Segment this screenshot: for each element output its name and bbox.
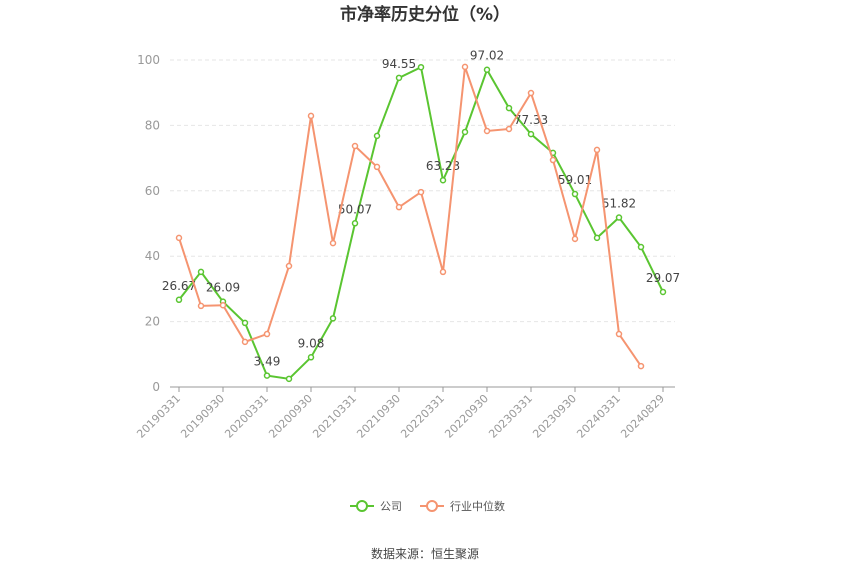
data-label: 94.55 (382, 57, 416, 71)
point (395, 74, 403, 82)
point (527, 130, 535, 138)
source: 数据来源：恒生聚源 (371, 546, 479, 561)
legend-label: 行业中位数 (450, 499, 505, 513)
data-label: 3.49 (254, 355, 281, 369)
y-tick-label: 80 (145, 118, 160, 132)
point (571, 235, 579, 243)
point (241, 338, 249, 346)
point (197, 268, 205, 276)
point (175, 234, 183, 242)
data-label: 50.07 (338, 202, 372, 216)
point (461, 63, 469, 71)
point (395, 203, 403, 211)
point (571, 190, 579, 198)
point (373, 163, 381, 171)
data-label: 29.07 (646, 271, 680, 285)
point (505, 125, 513, 133)
point (329, 315, 337, 322)
point (637, 243, 645, 251)
point (219, 302, 227, 309)
data-label: 63.23 (426, 159, 460, 173)
x-tick-label: 20220331 (398, 392, 447, 441)
point (549, 156, 557, 164)
x-tick-label: 20190930 (178, 392, 227, 441)
data-label: 59.01 (558, 173, 592, 187)
point (417, 188, 425, 196)
point (615, 214, 623, 221)
point (263, 330, 271, 338)
x-tick-label: 20240331 (574, 392, 623, 441)
point (307, 112, 315, 120)
x-tick-label: 20240829 (618, 392, 667, 441)
chart-title: 市净率历史分位（%） (340, 4, 510, 25)
data-label: 77.33 (514, 113, 548, 127)
data-label: 51.82 (602, 197, 636, 211)
point (593, 234, 601, 242)
point (351, 220, 359, 227)
point (417, 63, 425, 71)
y-tick-label: 40 (145, 249, 160, 263)
x-tick-label: 20190331 (134, 392, 183, 441)
point (263, 372, 271, 379)
point (615, 330, 623, 338)
legend-item[interactable]: 公司 (350, 500, 402, 513)
y-tick-label: 60 (145, 184, 160, 198)
point (373, 132, 381, 140)
x-tick-label: 20230930 (530, 392, 579, 441)
legend-label: 公司 (380, 500, 402, 513)
point (307, 354, 315, 361)
point (659, 288, 667, 296)
y-tick-label: 20 (145, 315, 160, 329)
series-line (178, 65, 664, 380)
point (351, 142, 359, 150)
legend-item[interactable]: 行业中位数 (420, 499, 505, 513)
point (285, 262, 293, 270)
point (175, 296, 183, 304)
y-tick-label: 100 (137, 53, 160, 67)
point (527, 89, 535, 97)
data-label: 9.08 (298, 336, 325, 350)
point (329, 239, 337, 247)
y-tick-label: 0 (152, 380, 160, 394)
point (439, 268, 447, 276)
point (241, 319, 249, 327)
data-label: 97.02 (470, 49, 504, 63)
x-tick-label: 20210331 (310, 392, 359, 441)
x-tick-label: 20230331 (486, 392, 535, 441)
legend-marker (426, 500, 438, 512)
point (483, 66, 491, 73)
point (483, 127, 491, 135)
point (285, 375, 293, 383)
point (439, 176, 447, 184)
series-line (178, 66, 642, 367)
x-tick-label: 20200930 (266, 392, 315, 441)
data-label: 26.09 (206, 281, 240, 295)
legend-marker (356, 500, 368, 512)
point (637, 362, 645, 370)
point (461, 128, 469, 136)
point (197, 302, 205, 310)
x-tick-label: 20200331 (222, 392, 271, 441)
point (505, 104, 513, 112)
point (593, 146, 601, 154)
x-tick-label: 20220930 (442, 392, 491, 441)
data-label: 26.67 (162, 279, 196, 293)
x-tick-label: 20210930 (354, 392, 403, 441)
